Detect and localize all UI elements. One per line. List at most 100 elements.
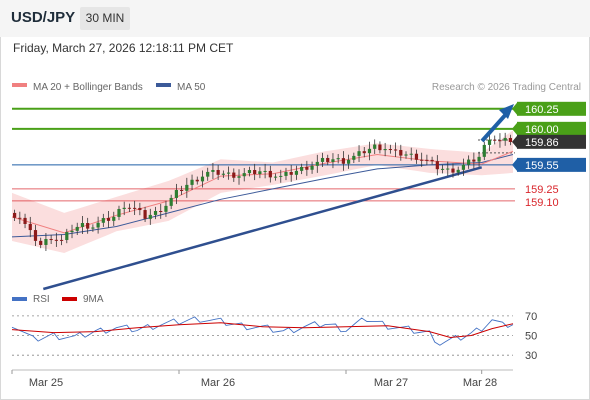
ma20-line bbox=[11, 150, 514, 234]
candle-body bbox=[503, 137, 507, 141]
candle-body bbox=[320, 157, 325, 162]
rsi-line bbox=[11, 316, 514, 346]
candle-body bbox=[289, 171, 293, 175]
candle-body bbox=[44, 239, 48, 245]
candle-body bbox=[378, 144, 382, 151]
candle-body bbox=[467, 159, 471, 165]
legend-swatch-ma20 bbox=[12, 83, 27, 87]
candle-body bbox=[221, 173, 225, 175]
level-label-160-25: 160.25 bbox=[525, 104, 559, 116]
level-label-160-00: 160.00 bbox=[525, 124, 559, 136]
candle-body bbox=[195, 179, 199, 182]
candle-body bbox=[106, 218, 111, 221]
candle-body bbox=[138, 207, 142, 211]
level-badge-160-25 bbox=[517, 101, 586, 116]
candle-body bbox=[242, 173, 246, 177]
candle-body bbox=[70, 230, 74, 233]
candle-body bbox=[127, 207, 132, 209]
candle-body bbox=[305, 166, 309, 170]
candle-body bbox=[347, 159, 351, 164]
candle-body bbox=[49, 239, 53, 241]
level-badge-159-86 bbox=[517, 134, 586, 149]
candle-body bbox=[258, 171, 262, 174]
copyright-label: Research © 2026 Trading Central bbox=[432, 82, 581, 93]
candle-body bbox=[477, 156, 481, 162]
candle-body bbox=[153, 211, 158, 215]
candle-body bbox=[362, 151, 366, 154]
candle-body bbox=[96, 222, 100, 228]
candle-body bbox=[86, 223, 90, 229]
candle-body bbox=[148, 214, 152, 219]
legend-swatch-ma50 bbox=[156, 83, 171, 87]
candle-body bbox=[23, 217, 27, 224]
candle-body bbox=[315, 161, 319, 166]
candle-body bbox=[440, 168, 445, 170]
candle-body bbox=[159, 211, 163, 212]
timeframe-badge[interactable]: 30 MIN bbox=[80, 7, 130, 30]
candle-body bbox=[472, 159, 476, 162]
candle-body bbox=[294, 170, 299, 175]
candle-body bbox=[341, 158, 345, 164]
candle-body bbox=[331, 159, 335, 162]
candle-body bbox=[425, 159, 429, 161]
candle-body bbox=[33, 230, 38, 241]
legend-label-rsi: RSI bbox=[33, 294, 50, 305]
candle-body bbox=[414, 153, 419, 160]
candle-body bbox=[80, 223, 85, 227]
forecast-arrow-head bbox=[499, 104, 514, 119]
candle-body bbox=[393, 149, 398, 151]
candle-body bbox=[185, 184, 189, 191]
candle-body bbox=[482, 144, 486, 157]
x-tick-label-mar-27: Mar 27 bbox=[374, 377, 408, 389]
candle-body bbox=[336, 158, 340, 160]
level-label-159-10: 159.10 bbox=[525, 197, 559, 209]
forecast-arrow-shaft bbox=[480, 110, 510, 143]
candle-body bbox=[493, 139, 497, 141]
legend-label-rsi-ma: 9MA bbox=[83, 294, 104, 305]
candle-body bbox=[237, 176, 241, 178]
candle-body bbox=[273, 176, 278, 178]
candle-body bbox=[190, 179, 194, 185]
candle-body bbox=[263, 170, 267, 172]
candle-body bbox=[164, 205, 168, 212]
level-badge-pointer bbox=[512, 158, 517, 171]
candle-body bbox=[65, 232, 69, 240]
header-bar: USD/JPY 30 MIN bbox=[0, 0, 590, 37]
rsi-tick-50: 50 bbox=[525, 331, 537, 343]
candle-body bbox=[216, 169, 220, 175]
legend-swatch-rsi-ma bbox=[62, 297, 77, 301]
candle-body bbox=[420, 159, 424, 161]
bollinger-band-fill bbox=[12, 130, 513, 253]
candle-body bbox=[352, 155, 356, 160]
candle-body bbox=[54, 239, 58, 241]
candle-body bbox=[75, 226, 79, 231]
candle-body bbox=[122, 207, 126, 209]
candle-body bbox=[101, 218, 105, 223]
level-label-159-86: 159.86 bbox=[525, 137, 559, 149]
candle-body bbox=[498, 140, 502, 142]
candle-body bbox=[133, 207, 137, 209]
candle-body bbox=[373, 144, 377, 149]
currency-pair: USD/JPY bbox=[11, 9, 76, 26]
candle-body bbox=[409, 153, 413, 155]
candle-body bbox=[326, 157, 330, 162]
candle-body bbox=[211, 169, 215, 172]
candle-body bbox=[91, 227, 95, 229]
x-tick-label-mar-28: Mar 28 bbox=[463, 377, 497, 389]
candle-body bbox=[404, 154, 408, 156]
candle-body bbox=[446, 168, 450, 170]
rsi-tick-70: 70 bbox=[525, 311, 537, 323]
candle-body bbox=[383, 149, 387, 151]
support-trendline bbox=[42, 166, 483, 291]
legend-swatch-rsi bbox=[12, 297, 27, 301]
level-badge-pointer bbox=[512, 135, 517, 148]
level-badge-159-55 bbox=[517, 157, 586, 172]
candle-body bbox=[268, 170, 272, 178]
candle-body bbox=[388, 149, 392, 151]
candle-body bbox=[253, 169, 257, 174]
rsi-tick-30: 30 bbox=[525, 350, 537, 362]
ma50-line bbox=[11, 154, 514, 238]
candle-body bbox=[143, 210, 147, 219]
candle-body bbox=[39, 240, 43, 245]
